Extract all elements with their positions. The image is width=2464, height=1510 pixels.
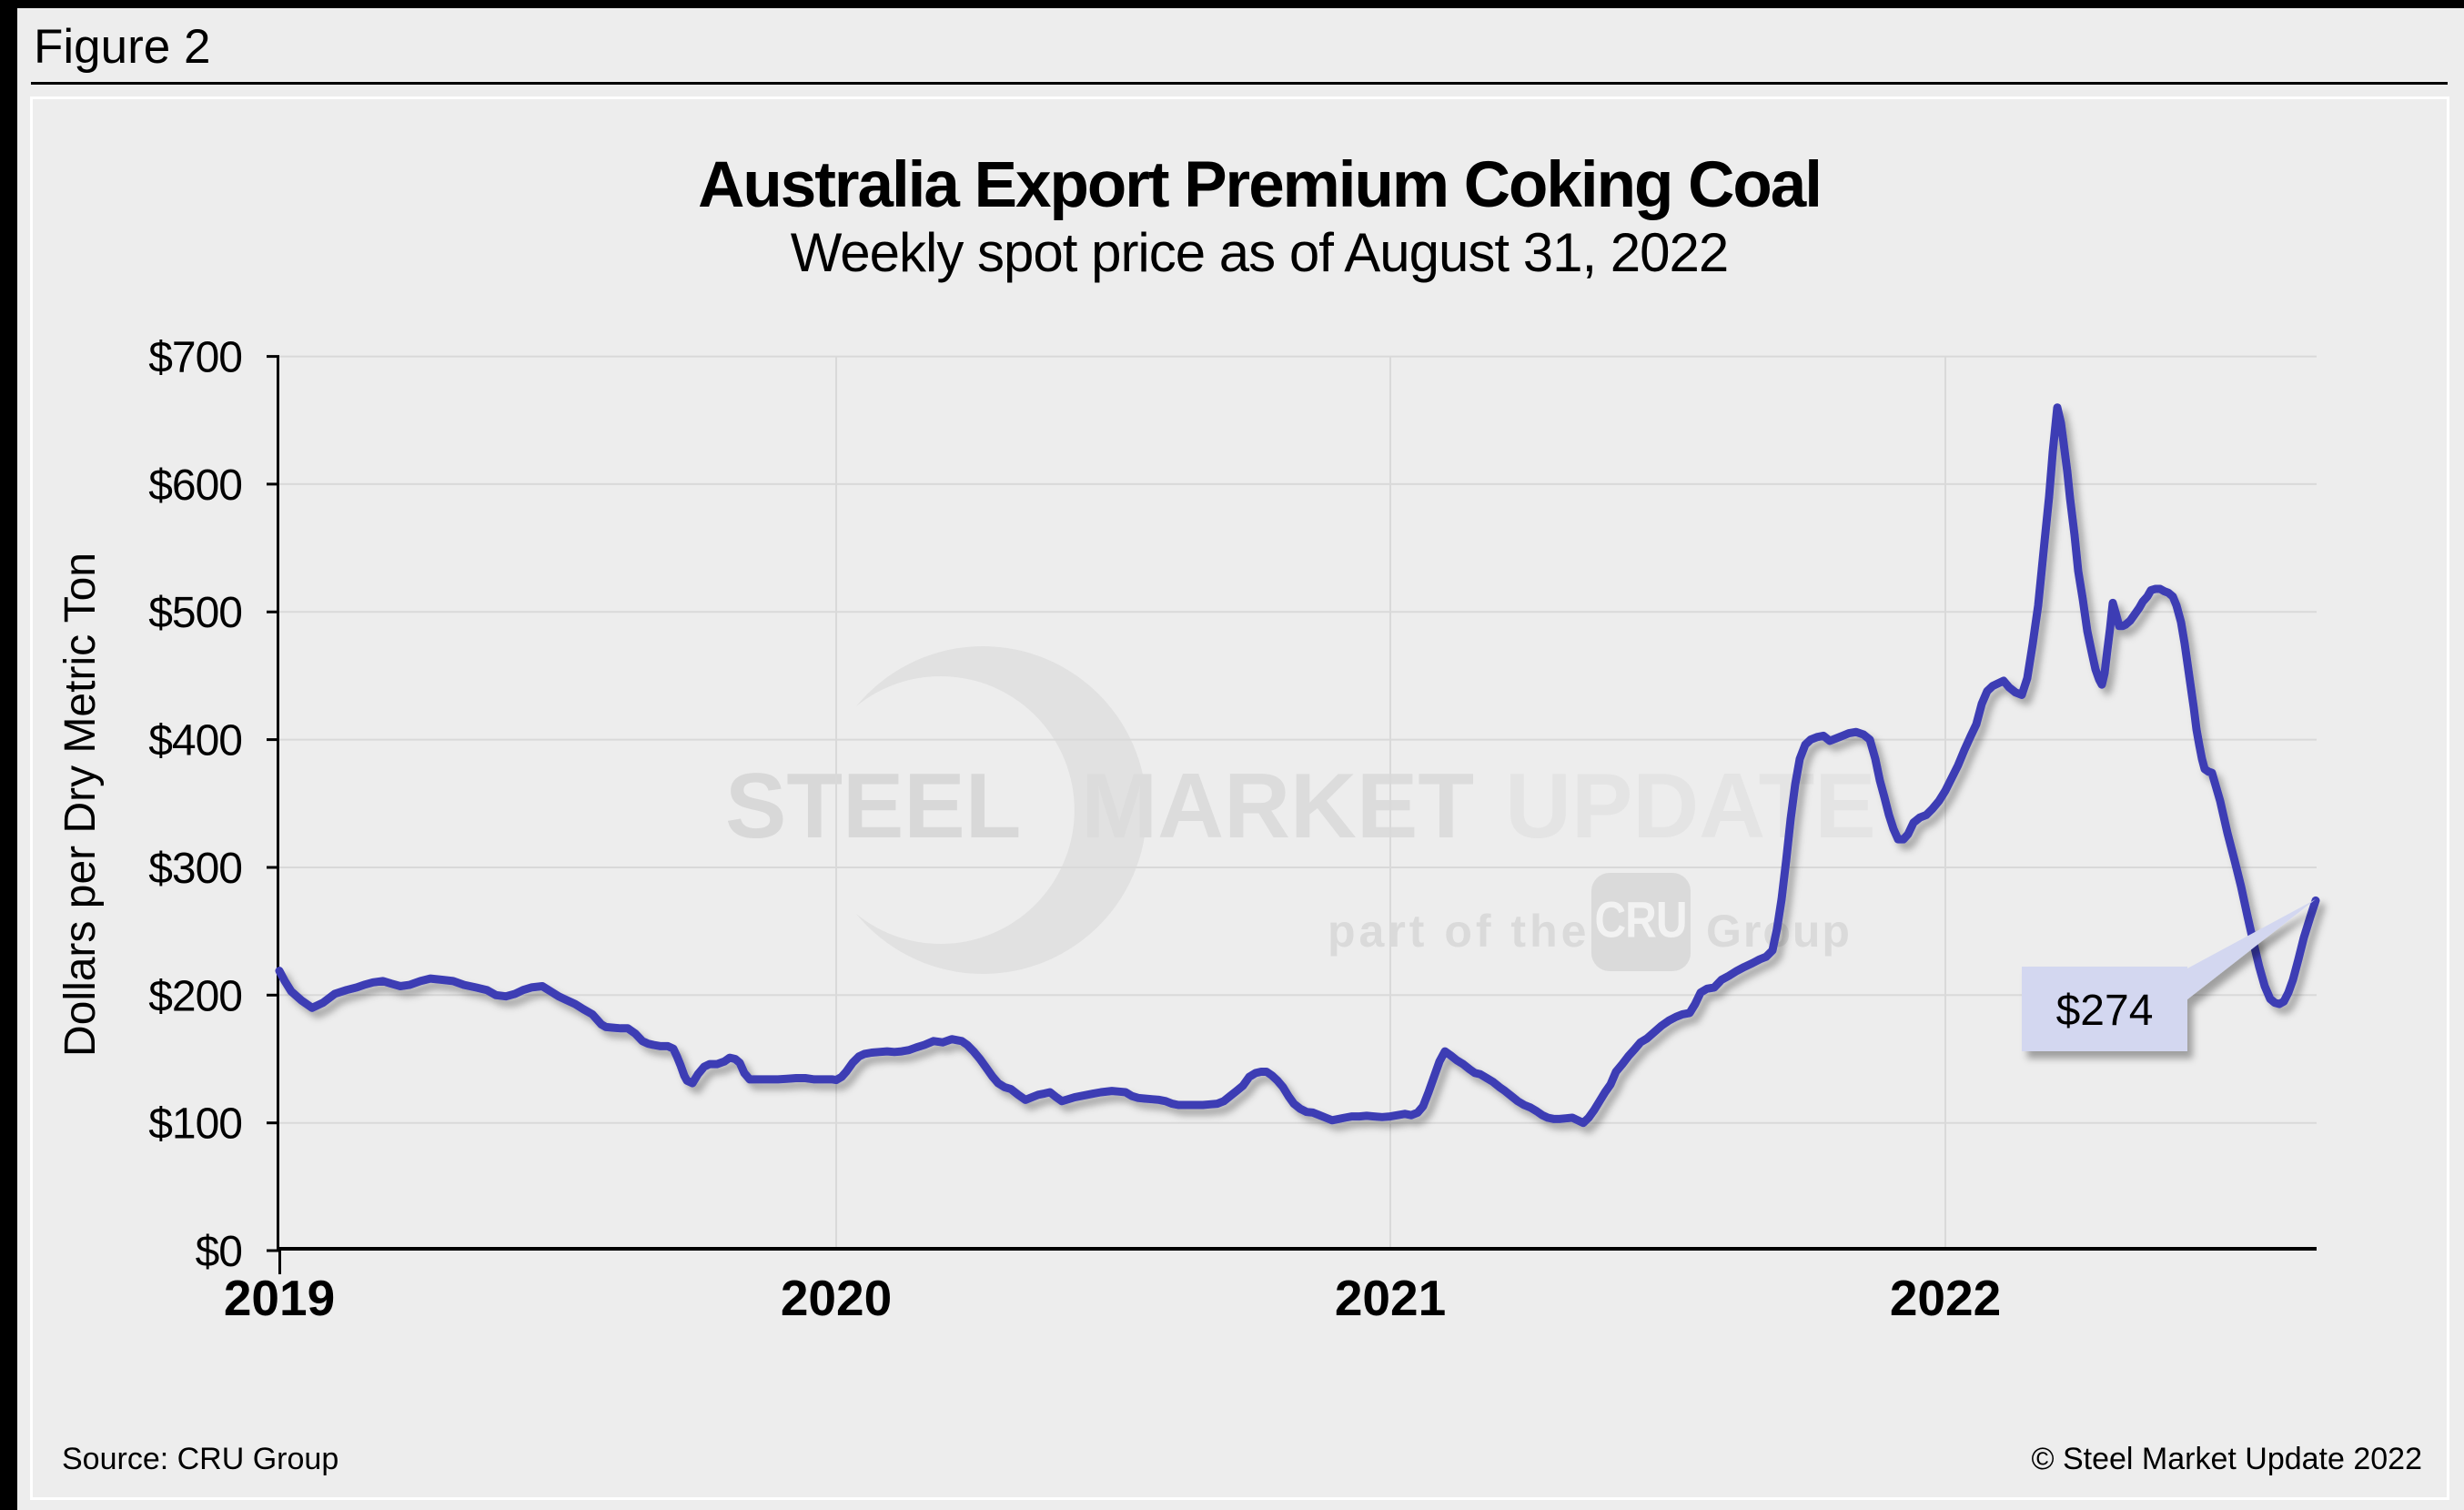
svg-text:UPDATE: UPDATE (1505, 755, 1876, 857)
svg-text:2019: 2019 (224, 1270, 335, 1326)
svg-text:$274: $274 (2056, 987, 2154, 1035)
svg-text:$200: $200 (148, 972, 242, 1020)
svg-text:Source: CRU Group: Source: CRU Group (62, 1442, 338, 1476)
svg-text:$300: $300 (148, 845, 242, 893)
svg-text:Dollars per Dry Metric Ton: Dollars per Dry Metric Ton (56, 552, 105, 1057)
svg-text:2020: 2020 (781, 1270, 892, 1326)
svg-text:MARKET: MARKET (1081, 755, 1474, 857)
svg-text:Figure 2: Figure 2 (34, 20, 210, 74)
svg-text:2021: 2021 (1335, 1270, 1446, 1326)
svg-text:Weekly spot price as of August: Weekly spot price as of August 31, 2022 (791, 222, 1729, 283)
svg-text:$700: $700 (148, 334, 242, 382)
svg-text:2022: 2022 (1890, 1270, 2001, 1326)
svg-text:$100: $100 (148, 1100, 242, 1149)
svg-text:CRU: CRU (1595, 892, 1687, 948)
svg-text:part of the: part of the (1328, 906, 1590, 957)
svg-text:STEEL: STEEL (725, 755, 1022, 857)
svg-text:Australia Export Premium Cokin: Australia Export Premium Coking Coal (698, 149, 1821, 221)
svg-text:$0: $0 (196, 1228, 242, 1276)
svg-text:© Steel Market Update 2022: © Steel Market Update 2022 (2031, 1442, 2422, 1476)
svg-text:$400: $400 (148, 717, 242, 765)
svg-text:$500: $500 (148, 589, 242, 637)
svg-text:$600: $600 (148, 461, 242, 510)
